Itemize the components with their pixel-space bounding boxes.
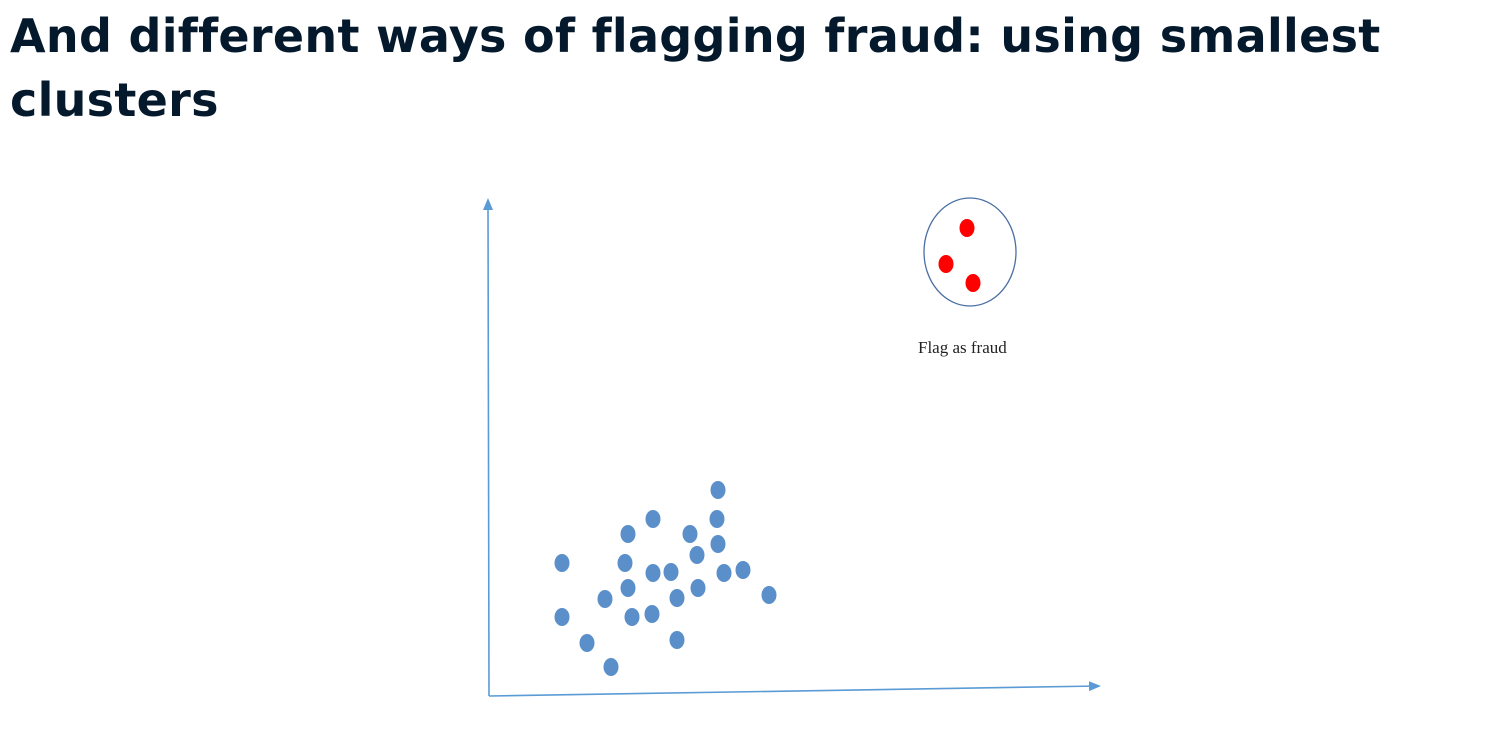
- data-point: [716, 564, 732, 582]
- data-point: [710, 535, 726, 553]
- data-point: [645, 564, 661, 582]
- data-point: [624, 608, 640, 626]
- data-point: [689, 546, 705, 564]
- normal-cluster: [554, 481, 777, 676]
- fraud-cluster-outline: [923, 197, 1017, 307]
- data-point: [709, 510, 725, 528]
- fraud-cluster: [923, 197, 1017, 307]
- data-point: [644, 605, 660, 623]
- data-point: [682, 525, 698, 543]
- data-point: [554, 608, 570, 626]
- axes: [483, 198, 1101, 697]
- fraud-point: [965, 274, 981, 292]
- y-axis: [483, 198, 494, 697]
- slide-title: And different ways of flagging fraud: us…: [10, 9, 1381, 127]
- data-point: [603, 658, 619, 676]
- data-point: [620, 525, 636, 543]
- data-point: [669, 631, 685, 649]
- data-point: [617, 554, 633, 572]
- data-point: [690, 579, 706, 597]
- data-point: [620, 579, 636, 597]
- data-point: [669, 589, 685, 607]
- flag-as-fraud-label: Flag as fraud: [918, 338, 1007, 357]
- data-point: [710, 481, 726, 499]
- x-axis: [488, 681, 1101, 697]
- data-point: [645, 510, 661, 528]
- data-point: [554, 554, 570, 572]
- fraud-point: [938, 255, 954, 273]
- data-point: [597, 590, 613, 608]
- data-point: [579, 634, 595, 652]
- data-point: [761, 586, 777, 604]
- fraud-point: [959, 219, 975, 237]
- data-point: [663, 563, 679, 581]
- data-point: [735, 561, 751, 579]
